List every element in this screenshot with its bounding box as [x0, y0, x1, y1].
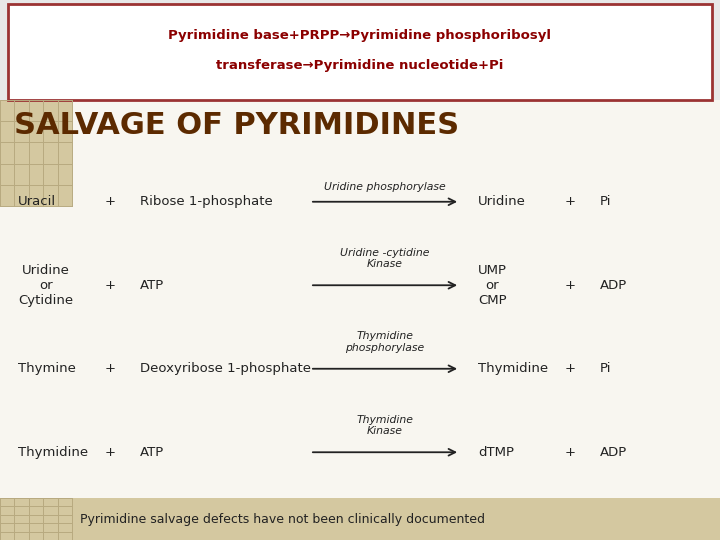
Text: ADP: ADP	[600, 446, 627, 459]
Text: Pi: Pi	[600, 362, 611, 375]
Bar	[8, 4, 712, 100]
Text: Pyrimidine base+PRPP→Pyrimidine phosphoribosyl: Pyrimidine base+PRPP→Pyrimidine phosphor…	[168, 29, 552, 42]
Bar	[0, 498, 72, 540]
Text: Thymine: Thymine	[18, 362, 76, 375]
Text: Ribose 1-phosphate: Ribose 1-phosphate	[140, 195, 273, 208]
Text: +: +	[104, 279, 115, 292]
Text: ADP: ADP	[600, 279, 627, 292]
Text: Uridine -cytidine
Kinase: Uridine -cytidine Kinase	[341, 248, 430, 269]
Bar	[0, 498, 720, 540]
Text: +: +	[564, 279, 575, 292]
Text: +: +	[564, 195, 575, 208]
Text: Deoxyribose 1-phosphate: Deoxyribose 1-phosphate	[140, 362, 311, 375]
Text: Thymidine: Thymidine	[18, 446, 88, 459]
Text: +: +	[104, 195, 115, 208]
Bar	[0, 100, 72, 206]
Text: ATP: ATP	[140, 446, 164, 459]
Text: Thymidine
Kinase: Thymidine Kinase	[356, 415, 413, 436]
Text: Uridine phosphorylase: Uridine phosphorylase	[324, 182, 446, 192]
Text: Uridine
or
Cytidine: Uridine or Cytidine	[18, 264, 73, 307]
Text: Uridine: Uridine	[478, 195, 526, 208]
Text: dTMP: dTMP	[478, 446, 514, 459]
Bar	[0, 100, 720, 540]
Text: Thymidine
phosphorylase: Thymidine phosphorylase	[346, 331, 425, 353]
Text: Pyrimidine salvage defects have not been clinically documented: Pyrimidine salvage defects have not been…	[80, 512, 485, 525]
Text: transferase→Pyrimidine nucleotide+Pi: transferase→Pyrimidine nucleotide+Pi	[216, 58, 504, 71]
Text: Pi: Pi	[600, 195, 611, 208]
Text: +: +	[104, 446, 115, 459]
Text: UMP
or
CMP: UMP or CMP	[478, 264, 507, 307]
Text: +: +	[104, 362, 115, 375]
Text: +: +	[564, 446, 575, 459]
Text: ATP: ATP	[140, 279, 164, 292]
Text: +: +	[564, 362, 575, 375]
Text: Uracil: Uracil	[18, 195, 56, 208]
Text: Thymidine: Thymidine	[478, 362, 548, 375]
Text: SALVAGE OF PYRIMIDINES: SALVAGE OF PYRIMIDINES	[14, 111, 459, 140]
